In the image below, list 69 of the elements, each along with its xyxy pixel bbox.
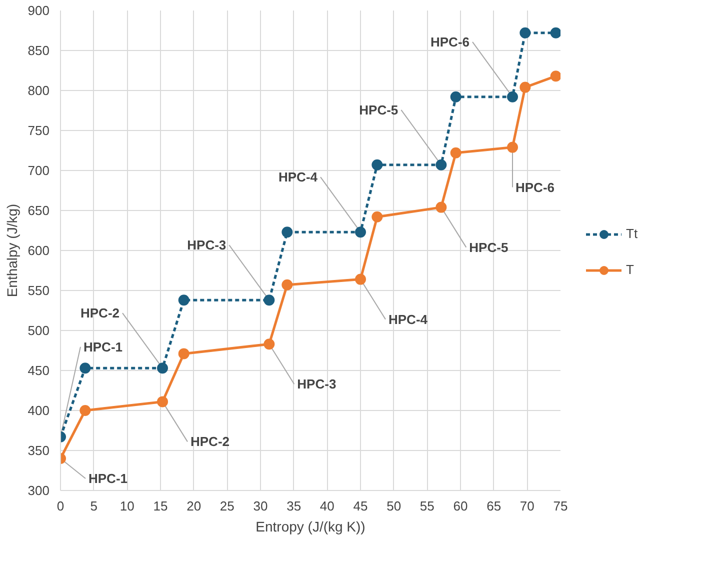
x-axis-title: Entropy (J/(kg K)) [256, 518, 366, 534]
point [507, 91, 518, 102]
y-tick-label: 500 [28, 323, 50, 338]
point [178, 294, 190, 306]
point [520, 82, 531, 93]
x-tick-label: 10 [120, 498, 134, 514]
annotation: HPC-1 [84, 339, 123, 354]
point [550, 27, 560, 38]
point [372, 211, 383, 222]
point [436, 159, 447, 170]
point [355, 274, 366, 285]
point [264, 294, 275, 306]
x-tick-label: 20 [186, 498, 202, 514]
x-tick-label: 60 [453, 498, 468, 514]
point [178, 348, 190, 360]
annotation: HPC-5 [359, 102, 398, 118]
x-tick-label: 30 [253, 498, 268, 514]
point [282, 226, 293, 238]
y-tick-label: 900 [28, 3, 50, 18]
y-axis-title: Enthalpy (J/kg) [4, 204, 20, 298]
y-tick-label: 800 [28, 83, 50, 98]
point [507, 142, 518, 153]
y-tick-label: 450 [28, 363, 50, 378]
y-tick-label: 750 [28, 123, 50, 138]
point [436, 202, 447, 213]
annotation: HPC-4 [388, 312, 428, 327]
y-tick-label: 850 [28, 43, 50, 58]
y-tick-label: 650 [28, 203, 50, 218]
point [450, 91, 462, 102]
y-tick-label: 700 [28, 163, 50, 178]
x-tick-label: 75 [553, 498, 568, 514]
point [372, 159, 383, 170]
point [80, 362, 91, 374]
point [282, 279, 293, 290]
y-tick-label: 350 [28, 443, 50, 458]
legend-label: T [626, 262, 635, 277]
legend-label: Tt [626, 226, 639, 241]
point [550, 70, 560, 82]
annotation: HPC-2 [190, 434, 230, 450]
x-tick-label: 35 [286, 498, 302, 514]
point [157, 396, 168, 408]
x-tick-label: 65 [486, 498, 502, 514]
x-tick-label: 25 [220, 498, 234, 514]
annotation: HPC-3 [187, 238, 226, 253]
y-tick-label: 400 [28, 403, 50, 418]
x-tick-label: 70 [520, 498, 534, 514]
x-tick-label: 0 [56, 498, 64, 514]
annotation: HPC-3 [297, 376, 336, 392]
point [80, 405, 91, 416]
y-tick-label: 300 [28, 483, 50, 498]
annotation: HPC-4 [278, 170, 318, 185]
x-tick-label: 40 [320, 498, 334, 514]
annotation: HPC-6 [516, 180, 555, 195]
x-tick-label: 55 [420, 498, 434, 514]
annotation: HPC-1 [88, 471, 128, 486]
x-tick-label: 50 [386, 498, 402, 514]
y-tick-label: 550 [28, 283, 50, 298]
point [520, 27, 531, 38]
annotation: HPC-2 [80, 306, 120, 321]
y-tick-label: 600 [28, 243, 50, 258]
point [157, 362, 168, 374]
x-tick-label: 45 [353, 498, 368, 514]
point [355, 226, 366, 238]
x-tick-label: 5 [90, 498, 98, 514]
annotation: HPC-6 [430, 34, 470, 50]
point [450, 147, 462, 158]
annotation: HPC-5 [469, 240, 508, 255]
point [264, 338, 275, 350]
x-tick-label: 15 [153, 498, 168, 514]
